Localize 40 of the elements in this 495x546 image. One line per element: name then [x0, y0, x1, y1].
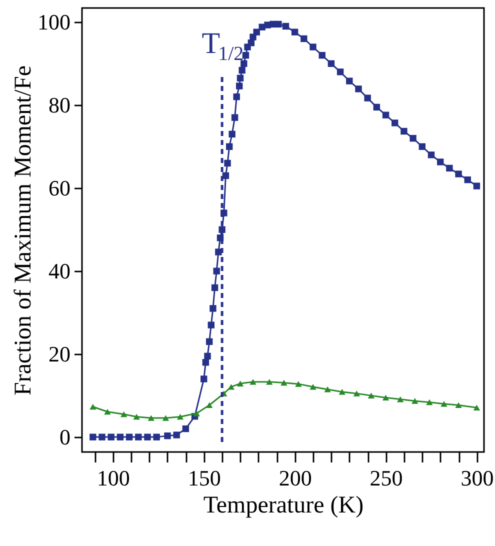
point — [295, 381, 302, 387]
x-tick-label: 150 — [188, 466, 221, 490]
y-tick-label: 80 — [48, 92, 70, 118]
point — [412, 398, 418, 404]
point — [455, 402, 462, 408]
point — [338, 388, 346, 395]
y-tick-label: 20 — [48, 342, 70, 367]
point — [193, 410, 200, 416]
point — [440, 400, 448, 407]
point — [120, 411, 128, 418]
y-axis-title: Fraction of Maximum Moment/Fe — [10, 66, 36, 396]
y-tick-label: 0 — [60, 424, 70, 450]
y-tick-label: 60 — [48, 176, 70, 201]
point — [426, 399, 433, 406]
point — [396, 396, 404, 402]
point — [148, 415, 154, 421]
point — [310, 384, 316, 390]
point — [90, 404, 96, 410]
point — [324, 386, 331, 392]
point — [266, 378, 273, 385]
point — [162, 415, 170, 421]
point — [176, 414, 184, 420]
point — [280, 380, 288, 386]
point — [473, 404, 480, 411]
x-tick-label: 200 — [278, 466, 312, 490]
point — [250, 378, 256, 385]
point — [104, 408, 111, 415]
x-axis-title: Temperature (K) — [203, 492, 364, 518]
x-tick-label: 300 — [460, 466, 494, 490]
point — [133, 414, 140, 420]
point — [368, 392, 375, 398]
x-tick-label: 250 — [370, 466, 403, 490]
x-tick-label: 100 — [96, 466, 130, 490]
y-tick-label: 40 — [48, 258, 70, 284]
point — [353, 390, 360, 396]
point — [228, 384, 235, 390]
point — [206, 402, 213, 408]
point — [382, 394, 390, 401]
y-tick-label: 100 — [38, 10, 70, 35]
point — [236, 380, 244, 386]
